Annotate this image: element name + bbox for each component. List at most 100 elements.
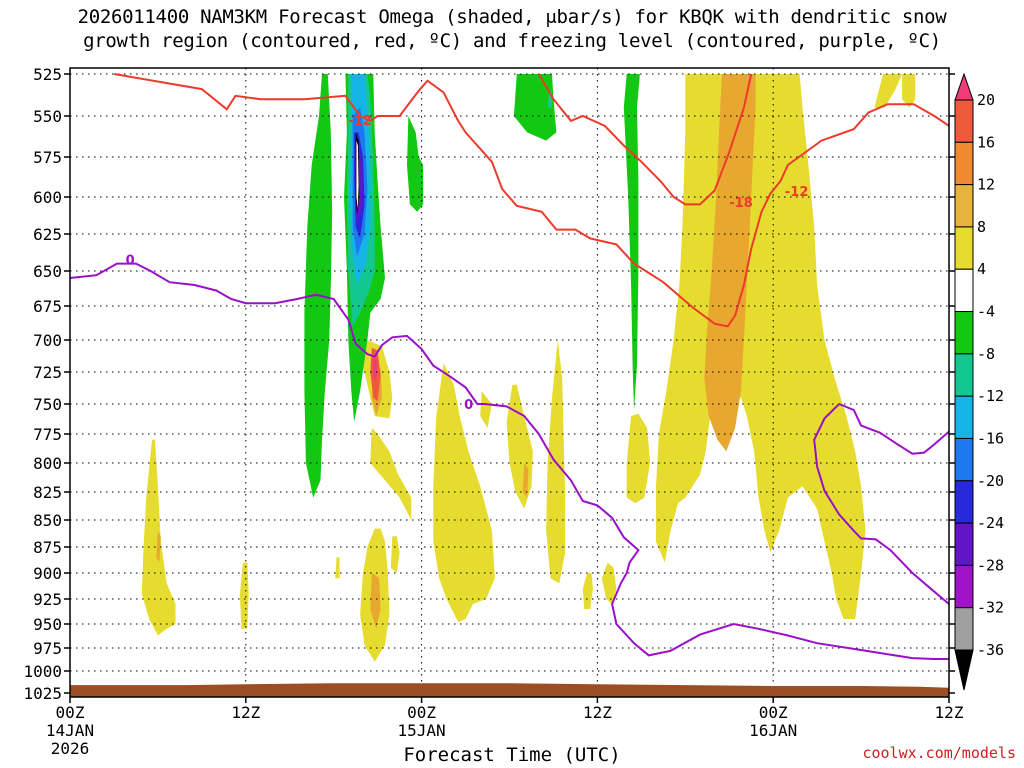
x-tick-date-label: 15JAN bbox=[398, 721, 446, 740]
colorbar-swatch bbox=[954, 141, 974, 186]
dendritic-contour-label: -12 bbox=[785, 185, 809, 200]
colorbar-label: -24 bbox=[977, 514, 1004, 532]
yellow-region bbox=[626, 413, 651, 504]
y-tick-label: 850 bbox=[33, 511, 62, 530]
colorbar-top-arrow bbox=[954, 72, 974, 101]
colorbar-swatch bbox=[954, 522, 974, 566]
contour-layer bbox=[70, 73, 949, 660]
yellow-region bbox=[874, 74, 903, 108]
y-tick-label: 1025 bbox=[23, 684, 62, 703]
yellow-region bbox=[656, 74, 866, 619]
colorbar-swatch bbox=[954, 564, 974, 609]
colorbar-swatch bbox=[954, 607, 974, 651]
orange-region bbox=[704, 74, 756, 452]
colorbar-swatch bbox=[954, 311, 974, 355]
colorbar-label: -32 bbox=[977, 599, 1004, 617]
y-tick-label: 1000 bbox=[23, 662, 62, 681]
terrain-surface bbox=[70, 683, 949, 697]
colorbar-label: -20 bbox=[977, 472, 1004, 490]
yellow-region bbox=[902, 74, 916, 108]
y-tick-label: 975 bbox=[33, 639, 62, 658]
white-core bbox=[356, 140, 359, 209]
chart-title-line-1: 2026011400 NAM3KM Forecast Omega (shaded… bbox=[77, 6, 947, 28]
y-tick-label: 875 bbox=[33, 538, 62, 557]
colorbar-label: -28 bbox=[977, 556, 1004, 574]
colorbar-swatch bbox=[954, 226, 974, 270]
colorbar-label: 12 bbox=[977, 176, 995, 194]
yellow-region bbox=[335, 557, 340, 579]
y-tick-label: 575 bbox=[33, 148, 62, 167]
y-axis: 525 550 575 600 625 650 675 700 725 750 775 800 825 8… bbox=[23, 65, 955, 703]
colorbar-swatch bbox=[954, 184, 974, 228]
y-tick-label: 525 bbox=[33, 65, 62, 84]
y-tick-label: 675 bbox=[33, 297, 62, 316]
y-tick-label: 900 bbox=[33, 564, 62, 583]
colorbar-label: 8 bbox=[977, 218, 986, 236]
colorbar-label: -4 bbox=[977, 303, 995, 321]
y-tick-label: 750 bbox=[33, 395, 62, 414]
orange-region bbox=[522, 463, 529, 498]
x-tick-date-label: 16JAN bbox=[749, 721, 797, 740]
colorbar-label: -36 bbox=[977, 641, 1004, 659]
x-tick-label: 00Z bbox=[759, 703, 788, 722]
y-tick-label: 825 bbox=[33, 483, 62, 502]
omega-shading-layer bbox=[141, 74, 916, 662]
y-tick-label: 800 bbox=[33, 454, 62, 473]
yellow-region bbox=[433, 363, 495, 622]
x-tick-label: 00Z bbox=[407, 703, 436, 722]
plot-frame bbox=[69, 67, 950, 698]
contour-labels: -12 -18 -12 0 0 bbox=[126, 114, 809, 413]
x-tick-date-label: 14JAN bbox=[46, 721, 94, 740]
y-tick-label: 625 bbox=[33, 225, 62, 244]
x-tick-year-label: 2026 bbox=[51, 739, 90, 758]
yellow-region bbox=[239, 562, 249, 629]
y-tick-label: 950 bbox=[33, 615, 62, 634]
green-region bbox=[418, 181, 424, 205]
colorbar-swatch bbox=[954, 353, 974, 397]
colorbar-label: 16 bbox=[977, 133, 995, 151]
x-axis-title: Forecast Time (UTC) bbox=[403, 744, 621, 766]
colorbar-label: -16 bbox=[977, 429, 1004, 447]
y-tick-label: 725 bbox=[33, 363, 62, 382]
y-tick-label: 775 bbox=[33, 425, 62, 444]
dendritic-contour-label: -18 bbox=[729, 196, 753, 211]
colorbar-swatch bbox=[954, 480, 974, 524]
magenta-core bbox=[373, 357, 378, 381]
y-tick-label: 650 bbox=[33, 262, 62, 281]
green-region bbox=[513, 74, 557, 141]
orange-region bbox=[370, 573, 381, 629]
freezing-level-contour-label: 0 bbox=[126, 254, 135, 269]
freezing-level-contour-label: 0 bbox=[464, 398, 473, 413]
colorbar-swatch bbox=[954, 99, 974, 143]
yellow-region bbox=[480, 391, 492, 428]
dendritic-contour-line bbox=[113, 73, 949, 328]
freezing-level-contour-line bbox=[70, 262, 949, 660]
colorbar-label: -8 bbox=[977, 345, 995, 363]
freezing-level-contour-line bbox=[813, 402, 949, 605]
x-tick-label: 12Z bbox=[935, 703, 964, 722]
chart-title-line-2: growth region (contoured, red, ºC) and f… bbox=[83, 30, 941, 52]
colorbar-swatch bbox=[954, 395, 974, 439]
colorbar-label: 4 bbox=[977, 260, 986, 278]
terrain-layer bbox=[70, 683, 949, 697]
orange-region bbox=[156, 530, 161, 563]
x-tick-label: 00Z bbox=[56, 703, 85, 722]
y-tick-label: 550 bbox=[33, 107, 62, 126]
x-tick-label: 12Z bbox=[583, 703, 612, 722]
colorbar: 20 16 12 8 4 -4 -8 -12 -16 -20 -24 -28 -32 -36 bbox=[954, 72, 1004, 691]
credit-link[interactable]: coolwx.com/models bbox=[862, 744, 1016, 762]
x-tick-label: 12Z bbox=[231, 703, 260, 722]
y-tick-label: 700 bbox=[33, 331, 62, 350]
y-tick-label: 925 bbox=[33, 590, 62, 609]
yellow-region bbox=[390, 536, 400, 573]
green-region bbox=[304, 74, 333, 498]
colorbar-label: -12 bbox=[977, 387, 1004, 405]
colorbar-swatch bbox=[954, 268, 974, 313]
dendritic-contour-line bbox=[537, 73, 753, 206]
colorbar-swatch bbox=[954, 437, 974, 482]
colorbar-label: 20 bbox=[977, 91, 995, 109]
y-tick-label: 600 bbox=[33, 188, 62, 207]
yellow-region bbox=[370, 428, 412, 520]
